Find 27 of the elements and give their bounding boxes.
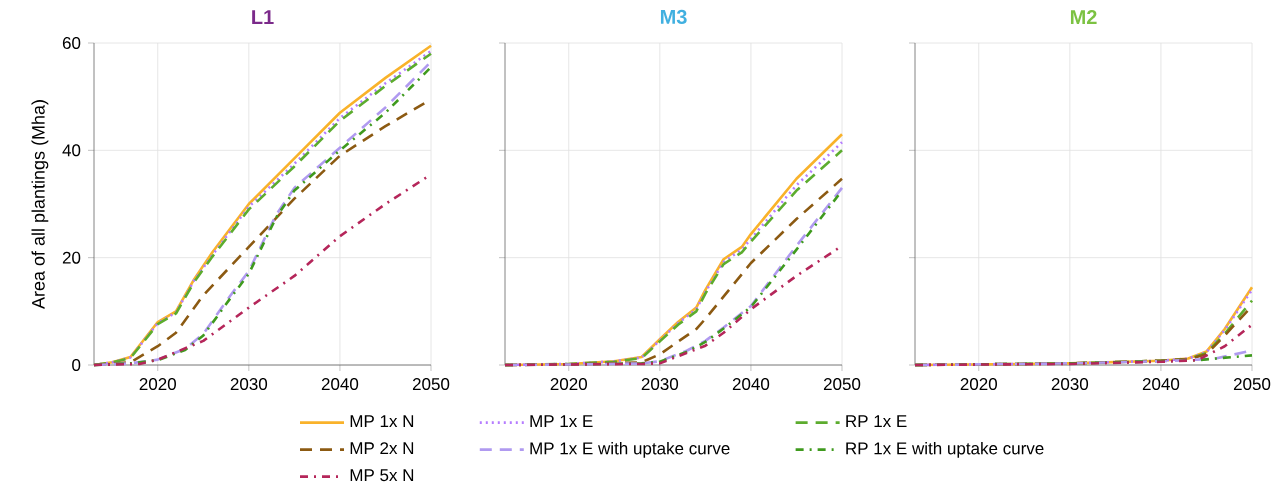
chart-title: L1 xyxy=(252,10,274,24)
x-tick-label: 2040 xyxy=(1142,378,1180,391)
x-tick-label: 2030 xyxy=(641,378,679,391)
chart-title: M3 xyxy=(660,9,687,24)
x-tick-label: 2050 xyxy=(412,378,450,391)
x-tick-label: 2050 xyxy=(823,378,861,391)
legend-label: MP 5x N xyxy=(350,469,414,482)
x-tick-label: 2050 xyxy=(1233,378,1271,391)
legend-label: RP 1x E with uptake curve xyxy=(846,441,1044,458)
x-tick-label: 2020 xyxy=(550,378,587,391)
y-tick-label: 0 xyxy=(72,359,81,372)
x-tick-label: 2030 xyxy=(230,378,268,391)
y-tick-label: 20 xyxy=(62,251,81,264)
chart-title: M2 xyxy=(1070,9,1097,24)
legend-label: MP 2x N xyxy=(350,442,414,455)
y-axis-title: Area of all plantings (Mha) xyxy=(31,100,49,310)
legend-label: RP 1x E xyxy=(846,415,907,427)
y-tick-label: 60 xyxy=(62,37,81,50)
y-tick-label: 40 xyxy=(62,144,81,157)
x-tick-label: 2030 xyxy=(1051,378,1089,391)
x-tick-label: 2020 xyxy=(960,378,997,391)
legend-label: MP 1x E with uptake curve xyxy=(530,441,730,458)
x-tick-label: 2040 xyxy=(732,378,770,391)
x-tick-label: 2020 xyxy=(139,378,176,391)
legend-label: MP 1x N xyxy=(350,415,414,427)
legend-label: MP 1x E xyxy=(530,415,593,427)
x-tick-label: 2040 xyxy=(321,378,359,391)
